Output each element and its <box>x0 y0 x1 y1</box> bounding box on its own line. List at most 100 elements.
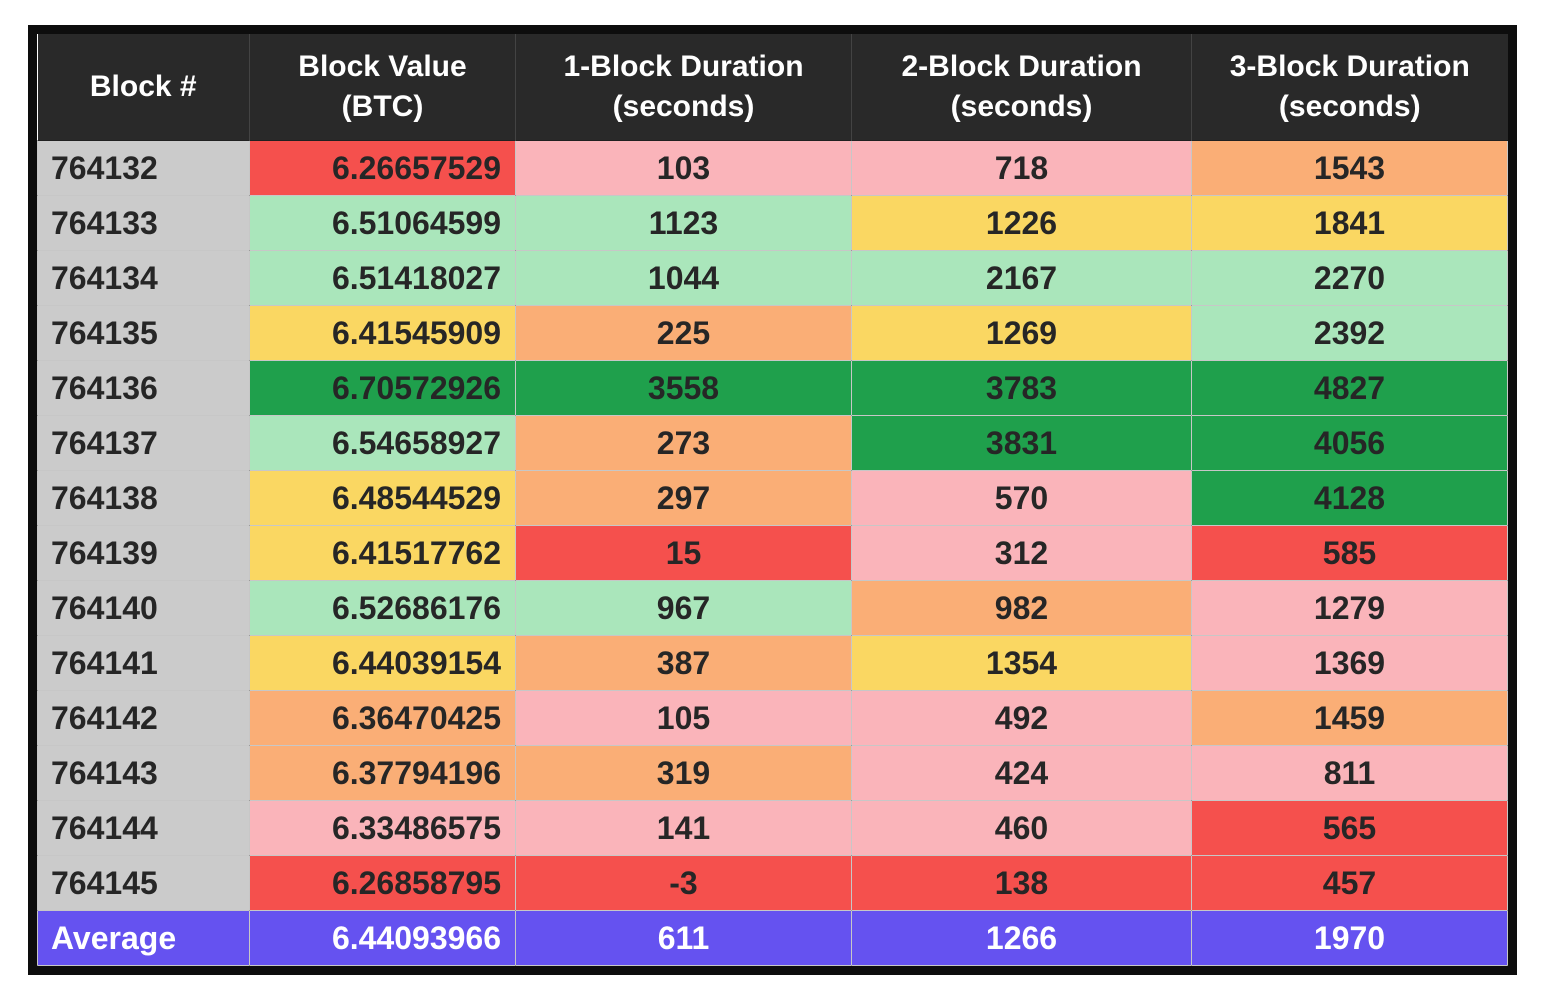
cell-1-block-duration: 3558 <box>515 360 852 416</box>
cell-block-value: 6.36470425 <box>249 690 516 746</box>
column-header-line2: (seconds) <box>950 90 1093 123</box>
column-header-line2: (seconds) <box>1278 90 1421 123</box>
table-row: 764145 6.26858795 -3 138 457 <box>37 855 1508 911</box>
table-row: 764132 6.26657529 103 718 1543 <box>37 140 1508 196</box>
cell-3-block-duration: 2392 <box>1191 305 1508 361</box>
cell-2-block-duration: 1269 <box>851 305 1192 361</box>
cell-block-value: 6.41517762 <box>249 525 516 581</box>
cell-2-block-duration: 312 <box>851 525 1192 581</box>
column-header-d1: 1-Block Duration (seconds) <box>515 34 852 141</box>
cell-block-number: 764136 <box>37 360 250 416</box>
cell-block-number: 764143 <box>37 745 250 801</box>
cell-2-block-duration: 3831 <box>851 415 1192 471</box>
cell-2-block-duration: 492 <box>851 690 1192 746</box>
cell-3-block-duration: 4827 <box>1191 360 1508 416</box>
average-label-cell: Average <box>37 910 250 966</box>
cell-1-block-duration: -3 <box>515 855 852 911</box>
cell-3-block-duration: 585 <box>1191 525 1508 581</box>
average-block-value-cell: 6.44093966 <box>249 910 516 966</box>
cell-2-block-duration: 1354 <box>851 635 1192 691</box>
cell-block-number: 764140 <box>37 580 250 636</box>
cell-3-block-duration: 565 <box>1191 800 1508 856</box>
table-row: 764135 6.41545909 225 1269 2392 <box>37 305 1508 361</box>
cell-1-block-duration: 225 <box>515 305 852 361</box>
cell-3-block-duration: 1543 <box>1191 140 1508 196</box>
cell-block-value: 6.70572926 <box>249 360 516 416</box>
cell-2-block-duration: 1226 <box>851 195 1192 251</box>
table-row: 764140 6.52686176 967 982 1279 <box>37 580 1508 636</box>
cell-3-block-duration: 1459 <box>1191 690 1508 746</box>
cell-block-number: 764144 <box>37 800 250 856</box>
cell-block-number: 764138 <box>37 470 250 526</box>
cell-block-number: 764132 <box>37 140 250 196</box>
cell-2-block-duration: 718 <box>851 140 1192 196</box>
cell-block-value: 6.51418027 <box>249 250 516 306</box>
column-header-line1: 3-Block Duration <box>1229 50 1470 84</box>
cell-block-number: 764133 <box>37 195 250 251</box>
cell-2-block-duration: 982 <box>851 580 1192 636</box>
table-row: 764136 6.70572926 3558 3783 4827 <box>37 360 1508 416</box>
cell-3-block-duration: 4128 <box>1191 470 1508 526</box>
column-header-block: Block # <box>37 34 250 141</box>
column-header-line1: Block Value <box>298 50 467 84</box>
cell-3-block-duration: 4056 <box>1191 415 1508 471</box>
cell-2-block-duration: 2167 <box>851 250 1192 306</box>
block-duration-table: Block # Block Value (BTC) 1-Block Duration (… <box>37 34 1508 966</box>
cell-block-number: 764134 <box>37 250 250 306</box>
column-header-line1: 1-Block Duration <box>563 50 804 84</box>
average-3-block-duration-cell: 1970 <box>1191 910 1508 966</box>
table-row: 764137 6.54658927 273 3831 4056 <box>37 415 1508 471</box>
cell-3-block-duration: 2270 <box>1191 250 1508 306</box>
column-header-line2: (BTC) <box>341 90 424 123</box>
table-row: 764144 6.33486575 141 460 565 <box>37 800 1508 856</box>
cell-block-number: 764141 <box>37 635 250 691</box>
cell-1-block-duration: 387 <box>515 635 852 691</box>
cell-block-value: 6.33486575 <box>249 800 516 856</box>
average-row: Average 6.44093966 611 1266 1970 <box>37 910 1508 966</box>
cell-1-block-duration: 1044 <box>515 250 852 306</box>
cell-3-block-duration: 1279 <box>1191 580 1508 636</box>
cell-block-number: 764139 <box>37 525 250 581</box>
cell-1-block-duration: 1123 <box>515 195 852 251</box>
cell-1-block-duration: 297 <box>515 470 852 526</box>
cell-block-value: 6.26657529 <box>249 140 516 196</box>
table-row: 764139 6.41517762 15 312 585 <box>37 525 1508 581</box>
cell-block-value: 6.48544529 <box>249 470 516 526</box>
cell-block-number: 764145 <box>37 855 250 911</box>
cell-1-block-duration: 141 <box>515 800 852 856</box>
average-2-block-duration-cell: 1266 <box>851 910 1192 966</box>
column-header-line1: 2-Block Duration <box>901 50 1142 84</box>
cell-2-block-duration: 3783 <box>851 360 1192 416</box>
column-header-line2: (seconds) <box>612 90 755 123</box>
header-row: Block # Block Value (BTC) 1-Block Duration (… <box>37 34 1508 141</box>
cell-1-block-duration: 273 <box>515 415 852 471</box>
cell-block-number: 764142 <box>37 690 250 746</box>
cell-1-block-duration: 967 <box>515 580 852 636</box>
table-row: 764133 6.51064599 1123 1226 1841 <box>37 195 1508 251</box>
table-frame: Block # Block Value (BTC) 1-Block Duration (… <box>28 25 1517 975</box>
cell-2-block-duration: 460 <box>851 800 1192 856</box>
cell-block-value: 6.26858795 <box>249 855 516 911</box>
cell-3-block-duration: 811 <box>1191 745 1508 801</box>
average-1-block-duration-cell: 611 <box>515 910 852 966</box>
cell-1-block-duration: 103 <box>515 140 852 196</box>
column-header-line1: Block # <box>89 70 197 104</box>
cell-3-block-duration: 457 <box>1191 855 1508 911</box>
table-row: 764138 6.48544529 297 570 4128 <box>37 470 1508 526</box>
column-header-d3: 3-Block Duration (seconds) <box>1191 34 1508 141</box>
cell-block-value: 6.41545909 <box>249 305 516 361</box>
table-row: 764134 6.51418027 1044 2167 2270 <box>37 250 1508 306</box>
cell-2-block-duration: 424 <box>851 745 1192 801</box>
cell-block-value: 6.54658927 <box>249 415 516 471</box>
cell-block-value: 6.52686176 <box>249 580 516 636</box>
table-row: 764142 6.36470425 105 492 1459 <box>37 690 1508 746</box>
cell-block-value: 6.37794196 <box>249 745 516 801</box>
cell-block-number: 764137 <box>37 415 250 471</box>
cell-block-number: 764135 <box>37 305 250 361</box>
table-row: 764141 6.44039154 387 1354 1369 <box>37 635 1508 691</box>
cell-1-block-duration: 105 <box>515 690 852 746</box>
cell-3-block-duration: 1369 <box>1191 635 1508 691</box>
cell-1-block-duration: 15 <box>515 525 852 581</box>
cell-2-block-duration: 570 <box>851 470 1192 526</box>
cell-1-block-duration: 319 <box>515 745 852 801</box>
